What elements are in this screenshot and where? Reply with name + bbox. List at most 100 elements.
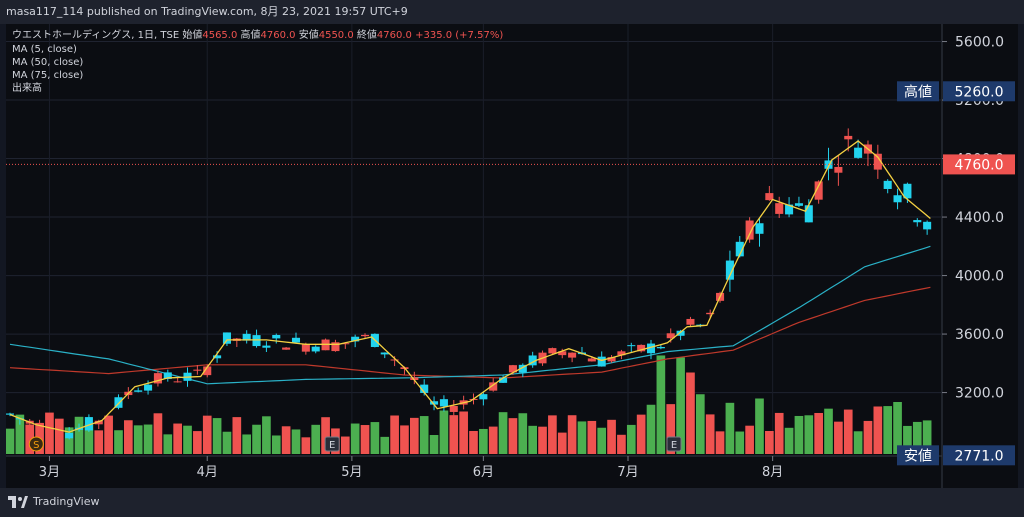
candle-body (410, 377, 419, 381)
volume-bar (429, 435, 439, 454)
volume-bar (153, 413, 163, 454)
volume-bar (360, 425, 370, 454)
volume-bar (755, 398, 764, 454)
volume-bar (853, 431, 863, 454)
candle-body (390, 359, 399, 361)
legend-ohlc-part: ウエストホールディングス, 1日, TSE (12, 28, 179, 41)
volume-bar (745, 425, 754, 454)
volume-bar (873, 406, 883, 454)
candle-body (814, 181, 823, 200)
legend-ohlc-part: 高値 (241, 28, 261, 41)
legend-ohlc-part: 4550.0 (319, 30, 354, 41)
volume-bar (222, 431, 232, 454)
price-chart[interactable]: 5600.05200.04800.04400.04000.03600.03200… (5, 24, 1018, 488)
candle-body (903, 183, 912, 199)
candle-body (834, 166, 843, 173)
volume-bar (370, 422, 380, 454)
legend-ohlc-part: 4565.0 (202, 30, 237, 41)
candle-body (272, 334, 281, 339)
volume-bar (163, 434, 173, 454)
publish-info: masa117_114 published on TradingView.com… (6, 5, 408, 18)
candle-body (331, 342, 340, 352)
price-label-value: 2771.0 (955, 448, 1004, 464)
volume-bar (409, 417, 419, 454)
candle-body (854, 147, 863, 158)
candle-body (607, 357, 616, 362)
x-tick-label: 6月 (473, 465, 494, 480)
volume-bar (232, 417, 242, 454)
price-label-name: 高値 (904, 83, 932, 100)
x-tick-label: 7月 (617, 465, 638, 480)
candle-body (430, 401, 439, 405)
volume-bar (271, 435, 281, 454)
volume-bar (114, 430, 123, 454)
volume-bar (843, 409, 853, 454)
volume-bar (814, 412, 823, 454)
volume-bar (281, 426, 291, 454)
x-tick-label: 8月 (762, 465, 783, 480)
volume-bar (242, 434, 252, 454)
volume-bar (25, 424, 35, 454)
candle-body (291, 337, 301, 343)
event-marker-label: E (329, 440, 335, 451)
ma50-line (9, 245, 931, 385)
volume-bar (567, 415, 577, 454)
legend-ohlc-part: 4760.0 (261, 30, 296, 41)
volume-bar (449, 415, 459, 454)
candle-body (153, 373, 162, 384)
volume-bar (656, 355, 666, 454)
volume-bar (893, 401, 902, 454)
candle-body (114, 397, 123, 408)
candle-body (45, 424, 54, 434)
candle-body (785, 204, 794, 215)
candle-body (163, 372, 172, 379)
legend-ohlc-part: +335.0 (+7.57%) (415, 30, 503, 41)
legend-indicator: MA (5, close) (12, 44, 77, 55)
volume-bar (488, 426, 498, 454)
candle-body (518, 364, 527, 373)
volume-bar (607, 419, 616, 454)
price-label-value: 4760.0 (955, 157, 1004, 173)
volume-bar (666, 404, 676, 454)
candle-body (923, 221, 932, 230)
tradingview-logo[interactable]: TradingView (8, 495, 99, 508)
volume-bar (84, 424, 94, 454)
candle-body (508, 365, 517, 373)
legend-indicator: MA (75, close) (12, 70, 83, 81)
volume-bar (212, 418, 222, 454)
price-label-tag (897, 445, 939, 466)
footer-bar: TradingView (0, 488, 1024, 517)
candle-body (5, 413, 15, 415)
volume-bar (863, 420, 873, 454)
volume-bar (646, 404, 656, 454)
volume-bar (538, 426, 547, 454)
volume-bar (459, 411, 468, 454)
chart-area[interactable]: 5600.05200.04800.04400.04000.03600.03200… (5, 24, 1018, 488)
candle-body (420, 384, 429, 393)
volume-bar (528, 425, 538, 454)
price-label-box (943, 154, 1015, 175)
volume-bar (725, 402, 735, 454)
y-tick-label: 4400.0 (955, 210, 1004, 226)
ma75-line (9, 286, 931, 379)
volume-bar (104, 415, 113, 454)
legend-ohlc-part: 始値 (182, 28, 202, 41)
candle-body (311, 346, 320, 352)
earnings-event-marker (324, 436, 340, 452)
candle-body (804, 205, 813, 223)
volume-bar (291, 429, 301, 454)
candle-body (765, 193, 774, 201)
volume-bar (479, 428, 488, 454)
volume-bar (311, 424, 321, 454)
candle-body (65, 432, 74, 439)
volume-bar (587, 420, 597, 454)
volume-bar (686, 372, 695, 454)
legend-ohlc-line: ウエストホールディングス, 1日, TSE 始値4565.0 高値4760.0 … (12, 28, 503, 41)
candle-body (213, 355, 222, 359)
price-label-box (943, 81, 1015, 102)
candle-body (597, 356, 606, 367)
volume-bar (15, 414, 25, 454)
candle-body (173, 381, 182, 383)
volume-bar (400, 425, 409, 454)
volume-bar (64, 427, 74, 454)
